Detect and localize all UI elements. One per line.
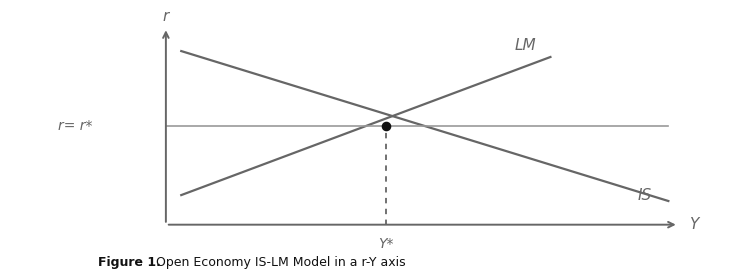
Text: r: r — [163, 10, 169, 24]
Text: r= r*: r= r* — [58, 119, 93, 133]
Text: Y*: Y* — [379, 237, 394, 251]
Point — [380, 124, 392, 128]
Text: Y: Y — [689, 217, 698, 232]
Text: IS: IS — [638, 188, 651, 202]
Text: Open Economy IS-LM Model in a r-Y axis: Open Economy IS-LM Model in a r-Y axis — [152, 256, 406, 269]
Text: LM: LM — [514, 38, 536, 53]
Text: Figure 1.: Figure 1. — [98, 256, 161, 269]
